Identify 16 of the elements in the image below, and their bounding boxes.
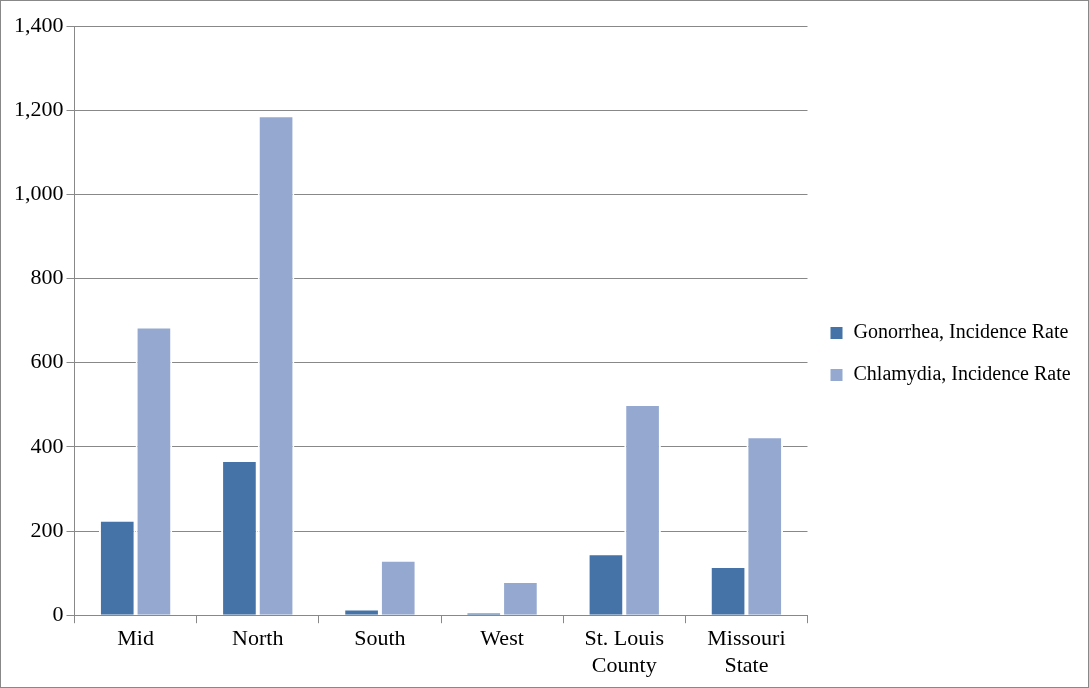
x-tick-label: Missouri State (707, 625, 786, 677)
legend-label: Chlamydia, Incidence Rate (853, 362, 1071, 386)
y-tick-label: 1,200 (14, 95, 64, 121)
y-tick-label: 0 (52, 600, 64, 626)
x-tick-label: South (354, 625, 406, 651)
y-tick-label: 1,400 (14, 11, 64, 37)
y-tick-label: 1,000 (14, 180, 64, 206)
y-tick-label: 800 (30, 264, 64, 290)
y-tick-label: 600 (30, 348, 64, 374)
y-tick-label: 400 (30, 432, 64, 458)
x-tick-label: St. Louis County (584, 625, 664, 677)
x-tick-label: North (232, 625, 284, 651)
x-tick-label: West (480, 625, 524, 651)
x-tick-label: Mid (117, 625, 154, 651)
legend-label: Gonorrhea, Incidence Rate (853, 320, 1069, 343)
y-tick-label: 200 (30, 516, 64, 542)
